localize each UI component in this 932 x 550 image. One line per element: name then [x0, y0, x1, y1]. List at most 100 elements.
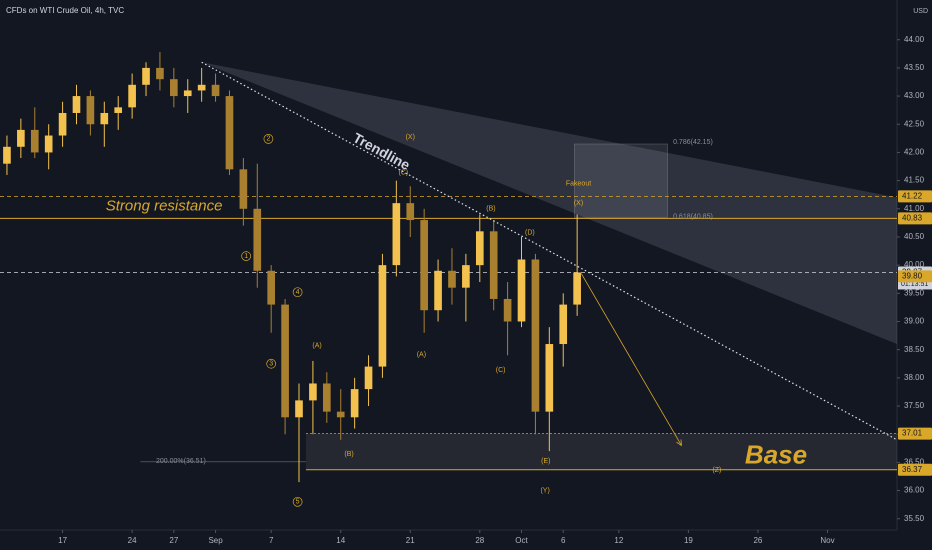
candle-body — [253, 208, 262, 271]
candle-body — [322, 383, 331, 412]
wave-label: (Z) — [712, 467, 721, 474]
base-zone — [305, 433, 897, 470]
fib-box — [574, 143, 668, 218]
y-tick-label: 40.50 — [904, 232, 925, 241]
currency: USD — [913, 8, 928, 15]
y-tick-label: 36.00 — [904, 486, 925, 495]
candle-body — [225, 96, 234, 170]
price-level-label: 39.80 — [902, 272, 923, 281]
price-level-label: 37.01 — [902, 429, 923, 438]
y-tick-label: 38.00 — [904, 373, 925, 382]
x-tick-label: 27 — [169, 536, 178, 545]
y-tick-label: 37.50 — [904, 401, 925, 410]
wave-label: (X) — [406, 134, 415, 141]
x-tick-label: 21 — [406, 536, 415, 545]
wave-label: 1 — [244, 253, 248, 260]
wave-label: (X) — [574, 200, 583, 207]
countdown-tag — [898, 278, 932, 290]
candle-body — [267, 270, 276, 305]
wave-circle — [292, 496, 303, 507]
x-tick-label: 24 — [128, 536, 137, 545]
wave-label: (A) — [417, 352, 426, 359]
wave-label: (B) — [344, 451, 353, 458]
x-tick-label: 12 — [614, 536, 623, 545]
price-level-tag — [898, 270, 932, 283]
countdown: 01:13:51 — [901, 281, 928, 288]
projection-arrow — [580, 273, 682, 446]
price-level-tag — [898, 463, 932, 476]
candle-body — [364, 366, 373, 390]
candle-body — [420, 220, 428, 311]
candle-body — [517, 259, 526, 322]
candle-body — [378, 265, 387, 367]
fib-label: 0.786(42.15) — [673, 139, 713, 146]
wave-label: 2 — [266, 136, 270, 143]
candle-body — [475, 231, 484, 266]
candle-body — [448, 270, 456, 288]
wave-label: (D) — [525, 229, 535, 236]
wave-circle — [263, 134, 274, 144]
wave-label: 5 — [296, 499, 300, 506]
y-tick-label: 41.50 — [904, 176, 925, 185]
candle-body — [545, 344, 554, 412]
candle-body — [309, 383, 317, 401]
candle-body — [239, 169, 248, 209]
base-label: Base — [745, 440, 807, 470]
y-tick-label: 43.00 — [904, 91, 925, 100]
wave-label: (A) — [312, 343, 321, 350]
candle-body — [72, 96, 81, 113]
candle-body — [128, 84, 136, 108]
x-tick-label: 14 — [336, 536, 345, 545]
y-tick-label: 36.50 — [904, 457, 925, 466]
candle-body — [350, 389, 359, 418]
y-tick-label: 44.00 — [904, 35, 925, 44]
candle-body — [406, 203, 415, 221]
x-tick-label: 19 — [684, 536, 693, 545]
x-tick-label: 17 — [58, 536, 67, 545]
candle-body — [44, 135, 53, 153]
y-tick-label: 41.00 — [904, 204, 925, 213]
fib-label: 200.00%(36.51) — [156, 458, 206, 465]
arrow-head — [676, 439, 682, 447]
candle-body — [30, 129, 39, 153]
price-level-label: 41.22 — [902, 191, 923, 200]
y-tick-label: 39.50 — [904, 288, 925, 297]
candle-body — [17, 129, 25, 147]
y-tick-label: 38.50 — [904, 345, 925, 354]
x-tick-label: Nov — [820, 536, 834, 545]
wave-label: 4 — [296, 289, 300, 296]
candle-body — [462, 265, 470, 288]
x-tick-label: 7 — [269, 536, 274, 545]
candle-body — [142, 67, 150, 85]
candle-body — [489, 231, 498, 299]
price-level-label: 40.83 — [902, 213, 923, 222]
x-tick-label: 6 — [561, 536, 566, 545]
candle-body — [211, 84, 220, 97]
candle-body — [573, 272, 581, 305]
price-level-tag — [898, 212, 932, 225]
candle-body — [434, 270, 442, 311]
candle-body — [336, 411, 345, 418]
candle-body — [114, 107, 123, 113]
price-level-tag — [898, 427, 932, 440]
y-tick-label: 40.00 — [904, 260, 925, 269]
candle-body — [58, 112, 67, 136]
chart-title: CFDs on WTI Crude Oil, 4h, TVC — [6, 6, 124, 15]
candle-body — [503, 298, 512, 322]
candle-body — [100, 112, 109, 125]
trend-channel — [201, 62, 897, 345]
wave-label: 3 — [269, 361, 273, 368]
resistance-label: Strong resistance — [106, 197, 223, 214]
candle-body — [86, 96, 95, 125]
x-tick-label: Oct — [515, 536, 528, 545]
fib-label: 0.618(40.85) — [673, 214, 713, 221]
candle-body — [559, 304, 568, 345]
candle-body — [197, 84, 206, 91]
x-tick-label: 26 — [753, 536, 762, 545]
y-tick-label: 42.00 — [904, 148, 925, 157]
candle-body — [3, 146, 11, 164]
price-level-tag — [898, 190, 932, 203]
candle-body — [295, 400, 303, 418]
